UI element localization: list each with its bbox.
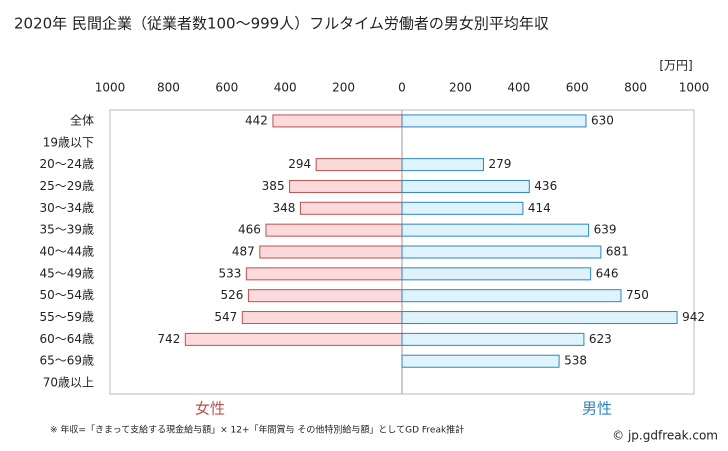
value-label: 750: [626, 288, 649, 302]
x-tick-label: 200: [332, 81, 355, 95]
bar: [184, 332, 403, 346]
y-tick-label: 25〜29歳: [39, 179, 94, 193]
bar: [401, 179, 530, 193]
bar: [299, 201, 403, 215]
bar: [315, 158, 403, 172]
value-label: 681: [606, 245, 629, 259]
value-label: 526: [221, 288, 244, 302]
x-tick-label: 1000: [679, 81, 710, 95]
y-tick-label: 40〜44歳: [39, 245, 94, 259]
value-label: 436: [534, 179, 557, 193]
y-tick-label: 55〜59歳: [39, 310, 94, 324]
y-tick-label: 65〜69歳: [39, 354, 94, 368]
x-tick-label: 800: [157, 81, 180, 95]
chart-title: 2020年 民間企業（従業者数100〜999人）フルタイム労働者の男女別平均年収: [14, 15, 549, 33]
value-label: 623: [589, 332, 612, 346]
x-tick-label: 200: [449, 81, 472, 95]
value-label: 646: [596, 266, 619, 280]
y-tick-label: 50〜54歳: [39, 288, 94, 302]
bar: [272, 114, 403, 128]
value-label: 547: [214, 310, 237, 324]
x-tick-label: 400: [274, 81, 297, 95]
value-label: 385: [262, 179, 285, 193]
bar: [265, 223, 403, 237]
source: © jp.gdfreak.com: [612, 429, 718, 443]
bar: [401, 223, 590, 237]
value-label: 742: [157, 332, 180, 346]
legend-label: 男性: [582, 400, 612, 418]
y-tick-label: 60〜64歳: [39, 332, 94, 346]
value-label: 538: [564, 354, 587, 368]
footnote: ※ 年収=「きまって支給する現金給与額」× 12+「年間賞与 その他特別給与額」…: [50, 424, 464, 436]
value-label: 630: [591, 113, 614, 127]
y-tick-label: 45〜49歳: [39, 266, 94, 280]
bar: [245, 267, 403, 281]
bar: [401, 311, 678, 325]
x-tick-label: 600: [566, 81, 589, 95]
y-tick-label: 70歳以上: [43, 376, 94, 390]
value-label: 442: [245, 113, 268, 127]
bar: [401, 201, 524, 215]
x-tick-label: 400: [507, 81, 530, 95]
value-label: 294: [288, 157, 311, 171]
y-tick-label: 30〜34歳: [39, 201, 94, 215]
bar: [289, 179, 403, 193]
unit-label: [万円]: [659, 59, 692, 73]
x-tick-label: 600: [215, 81, 238, 95]
bar: [247, 289, 403, 303]
bar: [241, 311, 403, 325]
value-label: 942: [682, 310, 705, 324]
bar: [401, 245, 602, 259]
bar: [401, 289, 622, 303]
value-label: 533: [218, 266, 241, 280]
bar: [401, 114, 587, 128]
value-label: 466: [238, 223, 261, 237]
x-tick-label: 1000: [95, 81, 126, 95]
y-tick-label: 全体: [70, 112, 94, 127]
bar: [401, 158, 484, 172]
y-tick-label: 20〜24歳: [39, 157, 94, 171]
value-label: 279: [488, 157, 511, 171]
legend-label: 女性: [195, 400, 225, 418]
y-tick-label: 35〜39歳: [39, 223, 94, 237]
value-label: 348: [272, 201, 295, 215]
x-tick-label: 800: [624, 81, 647, 95]
value-label: 487: [232, 245, 255, 259]
bar: [401, 332, 585, 346]
y-tick-label: 19歳以下: [43, 135, 94, 149]
x-tick-label: 0: [398, 81, 406, 95]
value-label: 414: [528, 201, 551, 215]
value-label: 639: [594, 223, 617, 237]
bar: [401, 267, 592, 281]
bar: [401, 354, 560, 368]
bar: [259, 245, 403, 259]
